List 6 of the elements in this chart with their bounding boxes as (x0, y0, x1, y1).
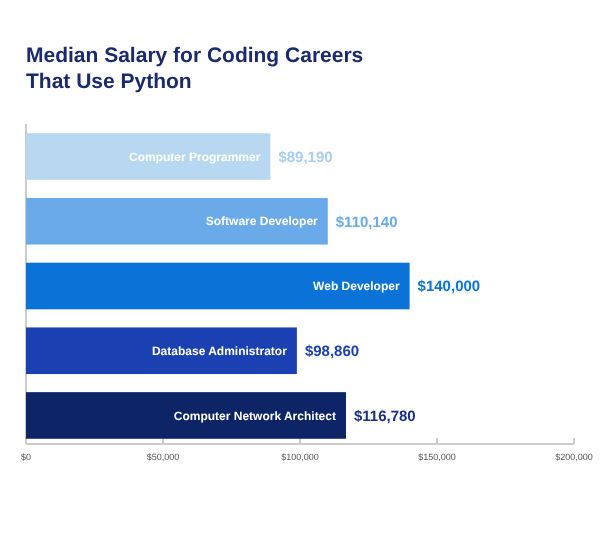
bar (26, 133, 271, 180)
chart-title: Median Salary for Coding Careers That Use Python (26, 44, 364, 94)
bar (26, 392, 346, 439)
bar (26, 197, 328, 245)
bar (26, 262, 410, 310)
bar (26, 327, 297, 375)
